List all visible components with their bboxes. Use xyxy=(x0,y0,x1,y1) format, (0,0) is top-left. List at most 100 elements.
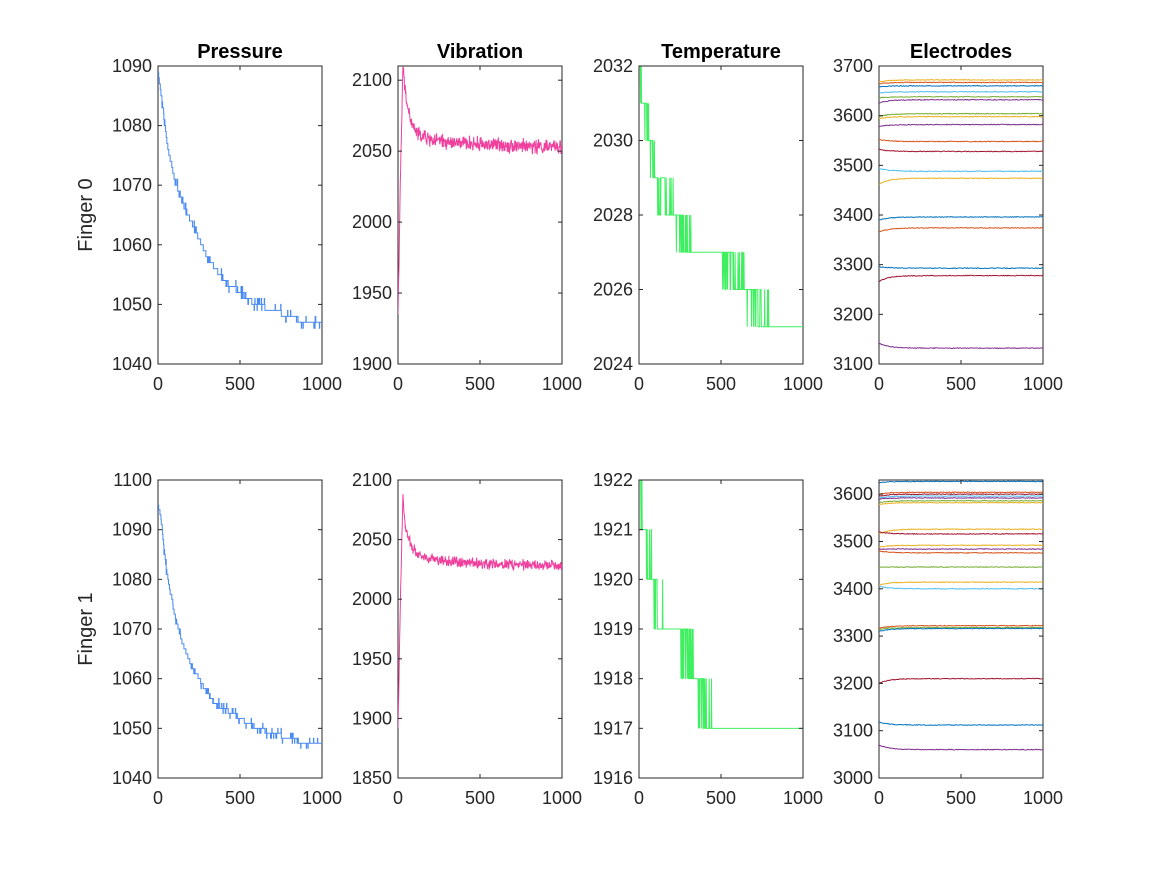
plot-area xyxy=(879,480,1043,751)
series-line xyxy=(879,721,1043,726)
x-tick-label: 500 xyxy=(225,788,255,808)
y-tick-label: 1040 xyxy=(112,354,152,374)
y-tick-label: 3700 xyxy=(833,56,873,76)
x-tick-label: 0 xyxy=(874,788,884,808)
y-tick-label: 1921 xyxy=(593,520,633,540)
y-tick-label: 3100 xyxy=(833,354,873,374)
y-tick-label: 3400 xyxy=(833,579,873,599)
x-tick-label: 500 xyxy=(946,374,976,394)
y-tick-label: 2028 xyxy=(593,205,633,225)
y-tick-label: 1917 xyxy=(593,718,633,738)
y-tick-label: 1950 xyxy=(352,283,392,303)
y-tick-label: 2026 xyxy=(593,280,633,300)
axes-box xyxy=(878,65,1044,365)
series-line xyxy=(879,84,1043,88)
plot-area xyxy=(398,494,562,729)
series-line xyxy=(879,98,1043,104)
series-line xyxy=(158,504,322,749)
plot-area xyxy=(158,71,322,329)
x-tick-label: 0 xyxy=(393,374,403,394)
y-tick-label: 1918 xyxy=(593,669,633,689)
series-line xyxy=(879,115,1043,120)
series-line xyxy=(879,167,1043,173)
y-tick-label: 2030 xyxy=(593,131,633,151)
x-tick-label: 0 xyxy=(634,788,644,808)
series-line xyxy=(879,112,1043,118)
series-line xyxy=(879,177,1043,185)
x-tick-label: 1000 xyxy=(542,374,582,394)
y-tick-label: 3000 xyxy=(833,768,873,788)
series-line xyxy=(639,66,803,328)
y-tick-label: 2050 xyxy=(352,141,392,161)
series-line xyxy=(879,677,1043,684)
subplot-1-2: 0 500 1000 1916 1917 1918 1919 1920 1921 1922 xyxy=(593,470,823,808)
y-tick-label: 1922 xyxy=(593,470,633,490)
subplot-0-0: 0 500 1000 1040 1050 1060 1070 1080 1090 Pressure… xyxy=(75,41,342,394)
y-tick-label: 1919 xyxy=(593,619,633,639)
y-tick-label: 2100 xyxy=(352,470,392,490)
series-line xyxy=(879,138,1043,143)
series-line xyxy=(879,95,1043,99)
x-tick-label: 500 xyxy=(706,788,736,808)
series-line xyxy=(879,216,1043,221)
series-line xyxy=(879,585,1043,590)
axes-box xyxy=(397,65,563,365)
x-tick-label: 1000 xyxy=(302,788,342,808)
y-tick-label: 3400 xyxy=(833,205,873,225)
series-line xyxy=(879,528,1043,535)
y-tick-label: 1070 xyxy=(112,175,152,195)
axes-box xyxy=(638,65,804,365)
y-tick-label: 1100 xyxy=(113,470,152,490)
y-tick-label: 1950 xyxy=(352,649,392,669)
series-line xyxy=(879,744,1043,751)
x-tick-label: 0 xyxy=(634,374,644,394)
series-line xyxy=(879,495,1043,499)
y-tick-label: 1060 xyxy=(112,669,152,689)
y-axis-label: Finger 0 xyxy=(75,178,97,251)
x-tick-label: 1000 xyxy=(1023,374,1063,394)
series-line xyxy=(879,626,1043,630)
x-tick-label: 1000 xyxy=(542,788,582,808)
series-line xyxy=(398,66,562,315)
series-line xyxy=(879,627,1043,632)
y-tick-label: 2032 xyxy=(593,56,633,76)
subplot-title: Vibration xyxy=(437,41,523,63)
series-line xyxy=(879,550,1043,554)
x-tick-label: 500 xyxy=(465,788,495,808)
subplot-1-0: 0 500 1000 1040 1050 1060 1070 1080 1090 1100 Fing… xyxy=(75,470,342,808)
y-tick-label: 3300 xyxy=(833,626,873,646)
series-line xyxy=(879,265,1043,270)
y-tick-label: 1916 xyxy=(593,768,633,788)
y-tick-label: 1080 xyxy=(112,116,152,136)
series-line xyxy=(879,531,1043,535)
plot-area xyxy=(398,66,562,315)
y-tick-label: 1060 xyxy=(112,235,152,255)
subplot-0-1: 0 500 1000 1900 1950 2000 2050 2100 Vibration xyxy=(352,41,582,394)
y-tick-label: 1920 xyxy=(593,569,633,589)
series-line xyxy=(879,493,1043,497)
y-tick-label: 1070 xyxy=(112,619,152,639)
y-tick-label: 2024 xyxy=(593,354,633,374)
subplot-0-2: 0 500 1000 2024 2026 2028 2030 2032 Temperature xyxy=(593,41,823,394)
subplot-title: Electrodes xyxy=(910,41,1012,63)
plot-area xyxy=(639,480,803,729)
y-tick-label: 3500 xyxy=(833,531,873,551)
series-line xyxy=(879,148,1043,153)
y-tick-label: 2050 xyxy=(352,530,392,550)
y-tick-label: 2100 xyxy=(352,70,392,90)
subplot-title: Temperature xyxy=(661,41,781,63)
y-tick-label: 1050 xyxy=(112,294,152,314)
series-line xyxy=(158,71,322,329)
y-tick-label: 1090 xyxy=(112,56,152,76)
x-tick-label: 0 xyxy=(874,374,884,394)
series-line xyxy=(879,342,1043,350)
x-tick-label: 1000 xyxy=(302,374,342,394)
x-tick-label: 500 xyxy=(225,374,255,394)
y-tick-label: 3200 xyxy=(833,304,873,324)
x-tick-label: 0 xyxy=(153,374,163,394)
plot-area xyxy=(639,66,803,328)
series-line xyxy=(879,544,1043,548)
y-tick-label: 1090 xyxy=(112,520,152,540)
y-tick-label: 1040 xyxy=(112,768,152,788)
